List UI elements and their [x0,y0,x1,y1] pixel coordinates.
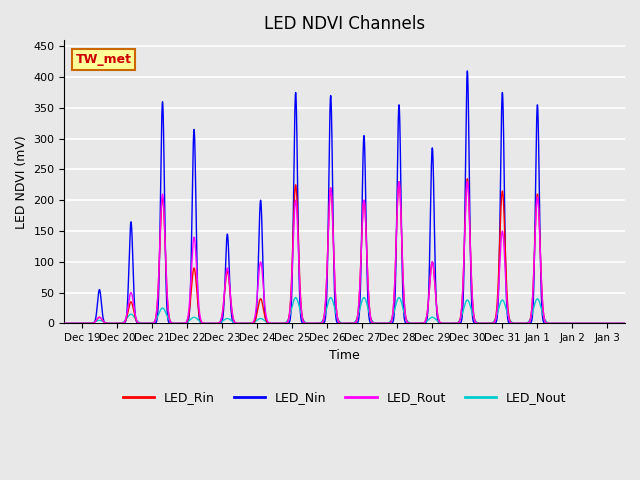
Title: LED NDVI Channels: LED NDVI Channels [264,15,425,33]
Text: TW_met: TW_met [76,53,132,66]
Y-axis label: LED NDVI (mV): LED NDVI (mV) [15,135,28,228]
X-axis label: Time: Time [330,348,360,362]
Legend: LED_Rin, LED_Nin, LED_Rout, LED_Nout: LED_Rin, LED_Nin, LED_Rout, LED_Nout [118,386,572,409]
